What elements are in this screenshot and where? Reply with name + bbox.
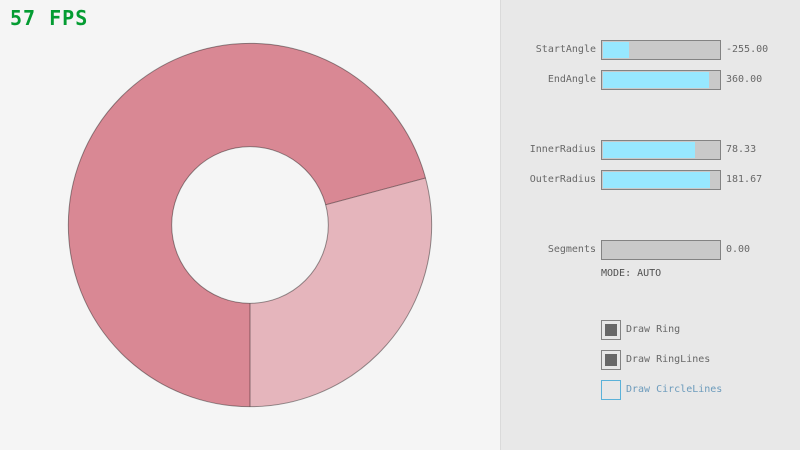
checkbox-draw-ringlines[interactable]: Draw RingLines (601, 350, 800, 370)
draw-circlelines-label: Draw CircleLines (626, 384, 723, 395)
slider-row-segments: Segments 0.00 (501, 240, 800, 260)
draw-circlelines-checkbox-box[interactable] (601, 380, 621, 400)
slider-row-outer-radius: OuterRadius 181.67 (501, 170, 800, 190)
start-angle-slider[interactable] (601, 40, 721, 60)
inner-radius-value: 78.33 (726, 144, 757, 155)
inner-radius-label: InnerRadius (529, 144, 596, 155)
start-angle-value: -255.00 (726, 44, 769, 55)
ring-sector-single (250, 177, 432, 407)
inner-radius-slider[interactable] (601, 140, 721, 160)
draw-ring-checkbox-box[interactable] (601, 320, 621, 340)
ring-cap-line-end (325, 177, 426, 206)
end-angle-slider-fill (603, 72, 710, 88)
end-angle-slider[interactable] (601, 70, 721, 90)
ring-sector-double (68, 43, 426, 407)
slider-row-start-angle: StartAngle -255.00 (501, 40, 800, 60)
segments-mode-label: MODE: AUTO (601, 268, 662, 279)
draw-ring-checkbox-check-icon (605, 324, 617, 336)
end-angle-value: 360.00 (726, 74, 763, 85)
draw-ringlines-label: Draw RingLines (626, 354, 711, 365)
outer-radius-slider[interactable] (601, 170, 721, 190)
draw-ringlines-checkbox-box[interactable] (601, 350, 621, 370)
slider-row-end-angle: EndAngle 360.00 (501, 70, 800, 90)
start-angle-slider-fill (603, 42, 629, 58)
outer-radius-label: OuterRadius (529, 174, 596, 185)
fps-counter: 57 FPS (10, 6, 89, 30)
slider-row-inner-radius: InnerRadius 78.33 (501, 140, 800, 160)
checkbox-draw-circlelines[interactable]: Draw CircleLines (601, 380, 800, 400)
segments-slider[interactable] (601, 240, 721, 260)
draw-ring-label: Draw Ring (626, 324, 681, 335)
draw-ringlines-checkbox-check-icon (605, 354, 617, 366)
inner-radius-slider-fill (603, 142, 696, 158)
segments-label: Segments (547, 244, 596, 255)
checkbox-draw-ring[interactable]: Draw Ring (601, 320, 800, 340)
segments-value: 0.00 (726, 244, 751, 255)
outer-radius-value: 181.67 (726, 174, 763, 185)
ring-inner-outline (171, 146, 329, 304)
control-panel: StartAngle -255.00 EndAngle 360.00 Inner… (500, 0, 800, 450)
start-angle-label: StartAngle (535, 44, 596, 55)
ring-outer-outline (67, 42, 433, 408)
end-angle-label: EndAngle (547, 74, 596, 85)
outer-radius-slider-fill (603, 172, 711, 188)
